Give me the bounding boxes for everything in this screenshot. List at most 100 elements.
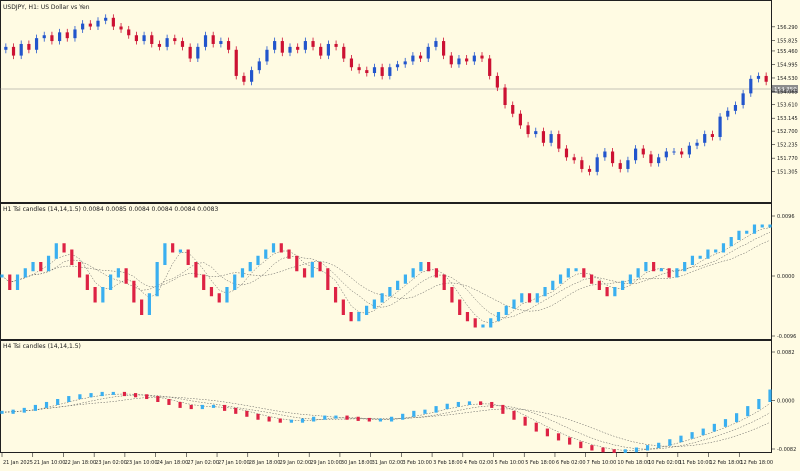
time-tick-label: 27 Jan 02:00 — [187, 460, 219, 466]
price-candle — [664, 151, 668, 158]
h1-tsi-tick-label: 0.0000 — [777, 274, 795, 280]
price-tick-label: 151.305 — [777, 170, 798, 176]
price-candle — [564, 148, 569, 158]
h4-tsi-bar — [479, 401, 483, 405]
h1-tsi-bar — [39, 262, 43, 272]
price-candle — [58, 32, 62, 42]
price-candle — [526, 125, 530, 135]
price-tick-label: 153.145 — [777, 116, 798, 122]
h1-tsi-bar — [721, 243, 726, 253]
price-candle — [280, 41, 284, 53]
price-candle — [649, 154, 653, 164]
price-candle — [34, 38, 39, 50]
time-tick-label: 3 Feb 10:00 — [402, 460, 432, 466]
h1-tsi-bar — [558, 274, 563, 284]
price-tick-label: 154.530 — [777, 76, 798, 82]
h1-tsi-bar — [403, 274, 407, 284]
h1-tsi-signal-line — [1, 239, 771, 312]
h1-tsi-bar — [357, 312, 361, 322]
h1-tsi-bar — [194, 262, 198, 278]
price-candle — [403, 61, 407, 65]
time-tick-label: 24 Jan 18:00 — [157, 460, 189, 466]
h1-tsi-bar — [411, 268, 415, 278]
price-tick-label: 152.235 — [777, 143, 798, 149]
h1-tsi-bar — [481, 324, 485, 328]
h4-tsi-bar — [690, 432, 694, 439]
price-candle — [618, 163, 622, 169]
h1-tsi-bar — [70, 249, 74, 265]
h1-tsi-bar — [15, 274, 20, 290]
h4-tsi-bar — [56, 399, 60, 405]
price-tick-label: 154.995 — [777, 62, 798, 68]
time-tick-label: 10 Feb 02:00 — [648, 460, 681, 466]
price-candle — [603, 151, 607, 158]
h1-tsi-bar — [365, 305, 369, 315]
time-tick-label: 10 Feb 18:00 — [617, 460, 650, 466]
h1-tsi-bar — [574, 268, 578, 272]
h1-tsi-bar — [512, 299, 516, 309]
h4-tsi-signal-line — [1, 393, 771, 451]
price-candle — [311, 41, 315, 47]
h4-tsi-bar — [133, 393, 138, 398]
h1-tsi-bar — [132, 280, 136, 303]
price-candle — [680, 151, 684, 155]
price-candle — [449, 55, 453, 65]
h1-tsi-bar — [140, 299, 144, 315]
price-candle — [511, 105, 515, 114]
h1-tsi-bar — [295, 255, 299, 272]
h1-tsi-bar — [217, 293, 221, 303]
price-tick-label: 155.460 — [777, 49, 798, 55]
price-candle — [457, 58, 461, 65]
price-candle — [426, 46, 430, 59]
h4-tsi-bar — [100, 391, 104, 397]
h4-tsi-bar — [356, 416, 360, 421]
time-tick-label: 6 Feb 02:00 — [556, 460, 586, 466]
price-candle — [703, 134, 707, 143]
h1-tsi-bar — [551, 280, 555, 290]
h1-tsi-bar — [302, 268, 307, 278]
price-candle — [326, 43, 330, 56]
h4-tsi-bar — [211, 404, 216, 408]
h1-tsi-bar — [496, 312, 501, 322]
price-candle — [687, 145, 691, 155]
h1-tsi-bar — [729, 237, 733, 247]
price-candle — [342, 46, 346, 59]
price-candle — [265, 49, 269, 62]
h4-tsi-bar — [568, 437, 572, 445]
price-candle — [257, 61, 261, 71]
h1-tsi-bar — [101, 287, 105, 303]
price-candle — [303, 41, 307, 50]
h1-tsi-bar — [644, 262, 648, 272]
price-tick-label: 151.770 — [777, 156, 798, 162]
h1-tsi-bar — [209, 287, 214, 297]
h1-tsi-bar — [202, 274, 206, 290]
price-candle — [334, 43, 338, 47]
price-candle — [219, 41, 223, 44]
h1-tsi-bar — [333, 287, 338, 303]
price-candle — [518, 113, 522, 126]
h4-tsi-bar — [178, 401, 182, 408]
h4-tsi-bar — [534, 422, 538, 432]
h4-tsi-bar — [278, 418, 282, 423]
price-candle — [718, 116, 722, 137]
h1-tsi-bar — [520, 293, 524, 303]
h1-tsi-bar — [543, 287, 547, 297]
h1-tsi-bar — [690, 255, 695, 265]
price-candle — [211, 35, 215, 44]
h1-tsi-y-axis: 0.0096 0.0000 -0.0096 — [771, 214, 796, 340]
h4-tsi-bar — [456, 401, 460, 407]
price-candle — [296, 46, 300, 50]
price-candle — [388, 67, 392, 76]
h1-tsi-bar — [760, 224, 764, 228]
price-candle — [196, 46, 200, 59]
price-y-axis: 156.290 155.825 155.460 154.995 154.530 154.0… — [771, 25, 798, 176]
h1-tsi-bar — [93, 287, 97, 303]
h1-tsi-bar — [155, 262, 159, 297]
time-x-axis: 21 Jan 2025 21 Jan 10:00 22 Jan 18:00 23 Ja… — [1, 453, 773, 466]
h4-tsi-bar — [22, 407, 26, 413]
price-tick-label: 153.610 — [777, 103, 798, 109]
h4-tsi-bar — [545, 428, 549, 437]
price-candle — [27, 43, 31, 50]
price-candle — [173, 38, 177, 42]
price-candle — [188, 46, 192, 59]
